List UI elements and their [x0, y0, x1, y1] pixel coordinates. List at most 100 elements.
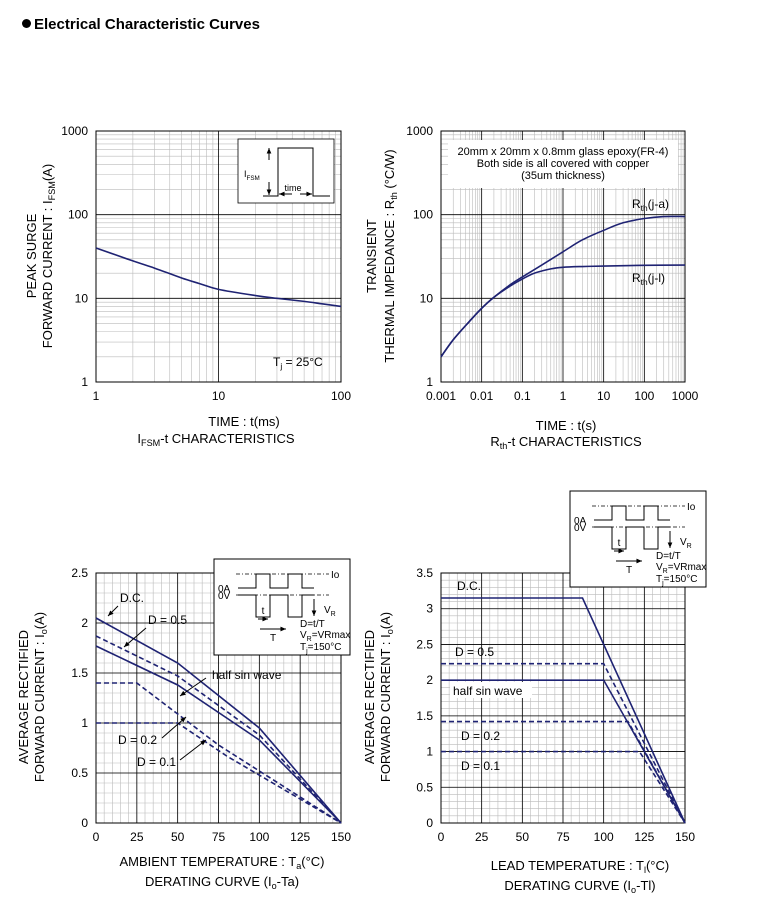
y-tick-label: 1: [426, 375, 433, 389]
y-tick-label: 10: [75, 291, 89, 305]
series-label-dc: D.C.: [120, 591, 144, 605]
arrow-head: [279, 191, 285, 197]
x-tick-label: 75: [212, 830, 226, 844]
series-label-d02: D = 0.2: [461, 729, 500, 743]
y-tick-label: 2: [81, 616, 88, 630]
y-tick-label: 2.5: [416, 637, 433, 651]
series-label-d05: D = 0.5: [455, 645, 494, 659]
junction-temp-label: Tj = 25°C: [273, 355, 323, 371]
inset-label-vrmax: VR=VRmax: [300, 630, 350, 643]
series-label-half-sin: half sin wave: [212, 668, 282, 682]
series-line: [96, 722, 342, 824]
series-line: [95, 635, 342, 824]
arrow-head: [667, 542, 673, 548]
series-label-half-sin: half sin wave: [453, 684, 523, 698]
series-line: [441, 662, 686, 824]
inset-label-0v: 0V: [574, 523, 587, 534]
chart-caption: DERATING CURVE (Io-Ta): [145, 874, 299, 891]
inset-label-t: t: [618, 538, 621, 549]
inset-label-0a: 0A: [574, 516, 587, 527]
inset-label-tj: Tj=150°C: [656, 574, 697, 587]
inset-label-duty: D=t/T: [656, 551, 681, 562]
x-tick-label: 50: [171, 830, 185, 844]
y-tick-label: 2: [426, 673, 433, 687]
y-tick-label: 1: [81, 375, 88, 389]
arrow-head: [311, 610, 317, 616]
inset-label-0a: 0A: [218, 584, 231, 595]
y-axis-title-line2: FORWARD CURRENT : Io(A): [378, 612, 395, 782]
arrow-head: [108, 610, 114, 616]
inset-ifsm-label: IFSM: [244, 169, 260, 182]
arrow-head: [618, 548, 624, 554]
chart-caption: DERATING CURVE (Io-Tl): [504, 878, 655, 895]
inset-label-io: Io: [331, 570, 340, 581]
pulse-shape: [263, 147, 330, 197]
inset-label-duty: D=t/T: [300, 619, 325, 630]
current-pulse: [238, 573, 314, 589]
waveform-inset: [213, 558, 351, 656]
note-line: 20mm x 20mm x 0.8mm glass epoxy(FR-4): [458, 146, 669, 158]
half-sin-label-bg: [450, 682, 532, 698]
y-axis-title-line1: AVERAGE RECTIFIED: [362, 630, 377, 764]
pulse-inset: [237, 138, 335, 204]
series-line: [95, 247, 342, 308]
bullet-icon: [22, 19, 31, 28]
series-label-dc: D.C.: [457, 579, 481, 593]
y-tick-label: 2.5: [71, 566, 88, 580]
x-tick-label: 0: [438, 830, 445, 844]
rth-chart: 0.001 0.01 0.1 1 10 100 1000 1 10 100 1000 20mm x 2…: [364, 124, 699, 451]
series-line: [95, 645, 342, 824]
inset-label-period: T: [270, 633, 276, 644]
y-tick-label: 1: [81, 716, 88, 730]
y-tick-label: 1.5: [416, 709, 433, 723]
x-tick-label: 125: [290, 830, 310, 844]
arrow-head: [266, 148, 272, 154]
y-tick-label: 1: [426, 745, 433, 759]
inset-label-0v: 0V: [218, 591, 231, 602]
arrow-head: [280, 626, 286, 632]
series-line: [441, 750, 686, 824]
arrow-head: [306, 191, 312, 197]
current-pulse: [594, 505, 670, 521]
x-tick-label: 1: [560, 389, 567, 403]
chart-caption: IFSM-t CHARACTERISTICS: [137, 431, 294, 448]
y-tick-label: 0.5: [71, 766, 88, 780]
x-tick-label: 150: [331, 830, 351, 844]
series-label-rth-jl: Rth(j-l): [632, 271, 665, 287]
x-tick-label: 100: [331, 389, 351, 403]
x-tick-label: 25: [475, 830, 489, 844]
x-tick-label: 125: [634, 830, 654, 844]
y-tick-label: 3: [426, 602, 433, 616]
y-tick-label: 3.5: [416, 566, 433, 580]
series-line: [95, 617, 342, 824]
series-label-d05: D = 0.5: [148, 613, 187, 627]
y-tick-label: 100: [68, 208, 88, 222]
arrow-head: [124, 641, 130, 647]
x-tick-label: 100: [634, 389, 654, 403]
x-tick-label: 0.01: [470, 389, 494, 403]
y-axis-title-line2: FORWARD CURRENT : Io(A): [32, 612, 49, 782]
y-axis-title-line1: AVERAGE RECTIFIED: [16, 630, 31, 764]
inset-label-t: t: [262, 606, 265, 617]
series-label-d02: D = 0.2: [118, 733, 157, 747]
x-tick-label: 50: [516, 830, 530, 844]
y-axis-title-line2: THERMAL IMPEDANCE : Rth (°C/W): [382, 149, 399, 362]
inset-label-tj: Tj=150°C: [300, 642, 341, 655]
waveform-inset: [569, 490, 707, 588]
x-tick-label: 0: [93, 830, 100, 844]
x-tick-label: 100: [249, 830, 269, 844]
plot-frame: [440, 130, 686, 383]
arrow-head: [266, 189, 272, 195]
arrow-head: [636, 558, 642, 564]
inset-time-label: time: [284, 183, 301, 193]
series-label-d01: D = 0.1: [461, 759, 500, 773]
inset-label-vr: VR: [680, 537, 692, 550]
x-tick-label: 25: [130, 830, 144, 844]
series-line: [441, 597, 686, 824]
y-tick-label: 1.5: [71, 666, 88, 680]
x-axis-title: LEAD TEMPERATURE : Tl(°C): [491, 858, 669, 875]
series-line: [441, 720, 686, 824]
series-label-d01: D = 0.1: [137, 755, 176, 769]
page-title: Electrical Characteristic Curves: [22, 16, 260, 33]
